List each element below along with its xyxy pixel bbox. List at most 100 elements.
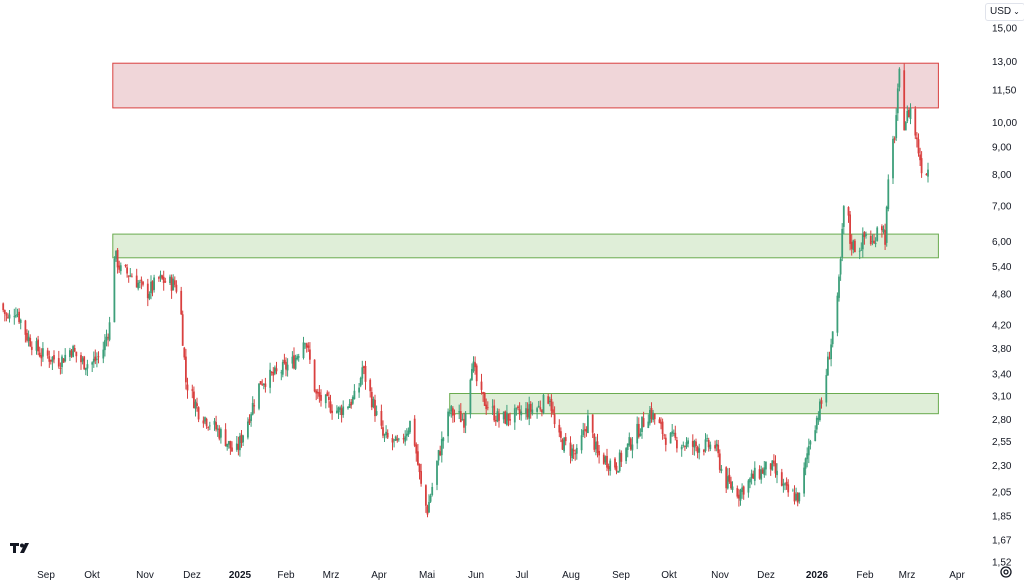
candle [464,411,467,434]
candle [191,384,194,399]
candle [815,415,818,434]
candle-body [191,389,194,391]
candle [539,400,542,412]
candle-body [550,398,553,411]
candle [207,426,210,431]
candle-body [64,354,67,362]
candle [494,415,497,426]
candle-body [861,233,864,250]
candle [347,406,349,410]
candle [215,415,217,432]
candle-body [491,406,494,408]
candle-body [329,401,332,413]
candle [296,354,299,361]
candle [302,336,305,360]
time-tick-label: Sep [612,570,630,581]
candle-body [831,331,834,345]
candle [517,405,519,411]
candle [386,429,389,439]
candle [480,373,483,395]
candle-body [704,439,707,451]
candle-body [650,408,653,419]
resistance-zone-0[interactable] [112,62,939,109]
candle [15,307,17,319]
tradingview-logo[interactable] [10,541,34,555]
candle [291,351,294,369]
candle-body [196,403,198,406]
candle-body [687,440,689,444]
candle-body [463,418,465,428]
candle-body [730,481,732,489]
candle [498,408,500,428]
candle [453,409,456,423]
time-axis[interactable]: Sep Okt Nov Dez 2025 Feb Mrz Apr Mai Jun Jul Aug Sep… [37,570,965,581]
candle [852,239,855,254]
candle-body [817,417,820,420]
candle-body [642,418,645,427]
candle [873,234,875,244]
candle [782,478,785,493]
candle [374,394,376,422]
candle-body [262,383,265,386]
currency-button[interactable]: USD ⌄ [985,3,1024,21]
candle [124,264,127,268]
candle [227,440,230,449]
candle-body [513,408,516,423]
time-tick-label: Nov [136,570,154,581]
candle [927,162,929,183]
candle [485,398,488,415]
candle-body [672,432,675,434]
candle [609,458,612,476]
candle [482,391,484,402]
support-zone-2[interactable] [449,393,939,415]
candle [375,405,378,417]
candle-body [893,138,896,140]
candle-body [607,466,610,470]
price-axis[interactable]: 15,00 13,00 11,50 10,00 9,00 8,00 7,00 6,00 5,40… [992,24,1017,569]
candle-body [131,276,133,278]
candle [196,397,198,412]
candle-body [469,379,472,415]
candle-body [202,420,205,424]
gear-icon[interactable] [999,565,1013,579]
candle-body [882,229,885,233]
candle [639,428,642,437]
candle-body [842,206,845,227]
candle-body [785,481,788,486]
price-tick-label: 4,20 [992,320,1012,331]
candle-body [309,349,311,360]
candle-body [181,314,184,346]
candle-body [661,421,664,434]
candle-body [328,396,330,400]
candle-body [227,441,230,445]
candle [642,411,645,428]
candle-body [124,265,127,267]
candle [469,378,472,419]
price-tick-label: 9,00 [992,143,1012,154]
candle-body [626,443,629,450]
candle-body [925,174,928,176]
candle [847,206,850,223]
candle [615,462,618,475]
candle [471,363,473,381]
candle [393,439,395,448]
candle-body [418,463,421,473]
candle-body [213,420,216,425]
candle [831,331,834,348]
candle [94,349,97,365]
candle [342,400,345,418]
candle [264,377,267,393]
candle [150,275,152,300]
candle [695,438,697,452]
candle-body [471,369,473,381]
candle-body [253,405,256,407]
candle-body [259,381,262,385]
candle-body [375,411,378,415]
candle-body [29,337,32,347]
candle-body [386,432,389,438]
candle-body [547,396,550,404]
support-zone-1[interactable] [112,233,939,259]
candle-body [293,355,295,369]
